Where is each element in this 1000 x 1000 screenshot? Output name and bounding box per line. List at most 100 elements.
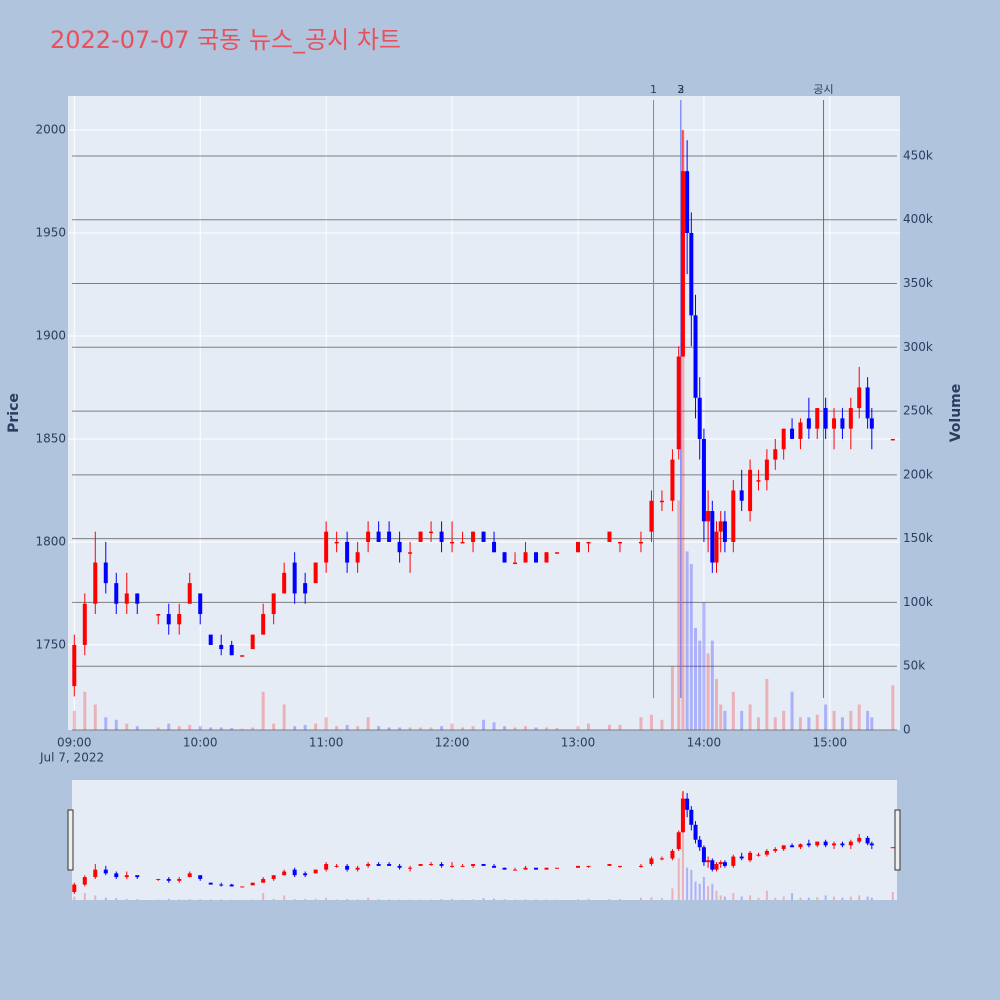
candle-body: [815, 408, 820, 429]
slider-candle-body: [857, 837, 862, 842]
slider-volume-bar: [314, 898, 317, 900]
volume-bar: [740, 710, 744, 730]
y2-tick-label: 150k: [903, 531, 933, 545]
volume-bar: [324, 717, 328, 730]
annotation-label: 1: [650, 83, 657, 96]
volume-bar: [715, 678, 719, 730]
slider-handle[interactable]: [894, 809, 901, 871]
slider-volume-bar: [757, 897, 760, 900]
date-label: Jul 7, 2022: [39, 751, 104, 765]
slider-candle-body: [815, 841, 820, 846]
volume-bar: [461, 727, 465, 730]
volume-bar: [731, 691, 735, 730]
candle-body: [848, 408, 853, 429]
slider-candle-body: [376, 864, 381, 866]
slider-candle-body: [823, 841, 828, 846]
candle-body: [575, 541, 580, 553]
volume-bar: [639, 717, 643, 730]
slider-candle-body: [397, 865, 402, 868]
y2-tick-label: 350k: [903, 276, 933, 290]
slider-volume-bar: [167, 898, 170, 900]
volume-bar: [576, 726, 580, 730]
candle-body: [790, 428, 795, 439]
slider-volume-bar: [503, 899, 506, 900]
candle-body: [706, 511, 711, 522]
slider-volume-bar: [686, 867, 689, 900]
y2-tick-label: 300k: [903, 340, 933, 354]
volume-bar: [219, 727, 223, 730]
slider-volume-bar: [367, 897, 370, 900]
candle-body: [586, 541, 591, 544]
slider-candle-body: [513, 869, 518, 871]
candle-body: [670, 459, 675, 501]
candle-body: [513, 562, 518, 565]
slider-volume-bar: [346, 899, 349, 900]
candle-body: [840, 418, 845, 429]
slider-candle-body: [208, 882, 213, 885]
volume-bar: [450, 723, 454, 730]
volume-bar: [261, 691, 265, 730]
candle-body: [156, 614, 161, 616]
slider-volume-bar: [807, 897, 810, 900]
range-slider[interactable]: [72, 780, 897, 900]
slider-volume-bar: [472, 899, 475, 900]
candle-body: [649, 500, 654, 532]
candle-body: [502, 552, 507, 563]
y-tick-label: 1900: [35, 328, 66, 342]
volume-bar: [660, 719, 664, 730]
slider-volume-bar: [650, 897, 653, 900]
volume-bar: [773, 717, 777, 730]
volume-bar: [649, 714, 653, 730]
slider-volume-bar: [618, 899, 621, 900]
slider-candle-body: [722, 862, 727, 866]
slider-candle-body: [82, 877, 87, 885]
y2-tick-label: 250k: [903, 404, 933, 418]
slider-volume-bar: [335, 899, 338, 900]
volume-bar: [534, 727, 538, 730]
volume-bar: [702, 602, 706, 730]
candle-body: [659, 500, 664, 503]
annotation-label: 3: [677, 83, 684, 96]
candle-body: [282, 572, 287, 594]
volume-bar: [125, 723, 129, 730]
volume-bar: [555, 728, 559, 730]
plot-area: [68, 96, 900, 730]
slider-volume-bar: [891, 891, 894, 900]
candle-body: [376, 531, 381, 542]
candle-body: [722, 521, 727, 542]
slider-candle-body: [731, 856, 736, 866]
slider-candle-body: [303, 873, 308, 876]
slider-candle-body: [638, 865, 643, 867]
slider-volume-bar: [115, 898, 118, 900]
slider-candle-body: [534, 867, 539, 870]
slider-candle-body: [701, 847, 706, 863]
x-tick-label: 11:00: [309, 736, 344, 750]
slider-handle[interactable]: [67, 809, 74, 871]
volume-bar: [857, 704, 861, 730]
slider-volume-bar: [698, 883, 701, 900]
volume-bar: [870, 717, 874, 730]
slider-candle-body: [798, 844, 803, 848]
volume-bar: [677, 500, 681, 730]
slider-candle-body: [714, 864, 719, 870]
volume-bar: [251, 727, 255, 730]
x-tick-label: 15:00: [813, 736, 848, 750]
volume-bar: [282, 704, 286, 730]
slider-volume-bar: [660, 898, 663, 900]
slider-volume-bar: [723, 896, 726, 900]
volume-bar: [698, 640, 702, 730]
slider-volume-bar: [681, 791, 684, 900]
volume-bar: [840, 717, 844, 730]
volume-bar: [832, 710, 836, 730]
slider-volume-bar: [178, 899, 181, 900]
volume-bar: [706, 653, 710, 730]
candle-body: [680, 171, 685, 357]
candle-body: [697, 397, 702, 439]
slider-candle-body: [460, 865, 465, 867]
volume-bar: [408, 727, 412, 730]
candle-body: [492, 541, 497, 553]
slider-volume-bar: [451, 898, 454, 900]
volume-bar: [335, 726, 339, 730]
candle-body: [869, 418, 874, 429]
